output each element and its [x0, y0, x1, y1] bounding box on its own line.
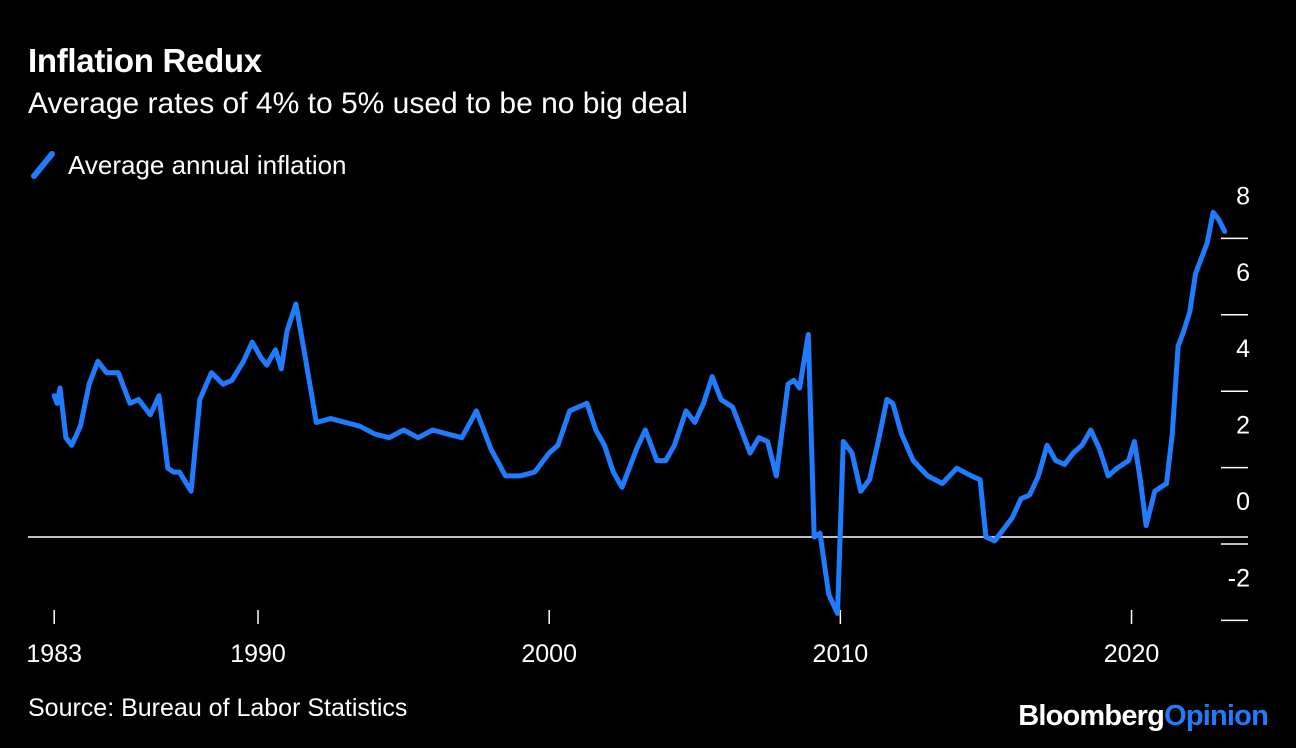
y-tick-label: 8: [1236, 182, 1250, 210]
legend: Average annual inflation: [28, 148, 347, 182]
x-tick-label: 1983: [26, 640, 82, 668]
chart-subtitle: Average rates of 4% to 5% used to be no …: [28, 87, 688, 120]
x-tick-label: 2010: [813, 640, 869, 668]
chart-title: Inflation Redux: [28, 42, 262, 79]
brand-logo: BloombergOpinion: [1018, 700, 1269, 732]
y-tick-label: 6: [1236, 259, 1250, 287]
source-note: Source: Bureau of Labor Statistics: [28, 694, 408, 722]
x-tick-label: 1990: [230, 640, 286, 668]
y-tick-label: 2: [1236, 412, 1250, 440]
y-tick-label: 4: [1236, 335, 1250, 363]
legend-swatch-icon: [31, 151, 55, 179]
series-line: [51, 209, 1228, 616]
x-tick-label: 2020: [1104, 640, 1160, 668]
y-tick-label: 0: [1236, 488, 1250, 516]
x-tick-label: 2000: [521, 640, 577, 668]
legend-label: Average annual inflation: [68, 149, 347, 180]
y-tick-label: -2: [1228, 564, 1250, 592]
